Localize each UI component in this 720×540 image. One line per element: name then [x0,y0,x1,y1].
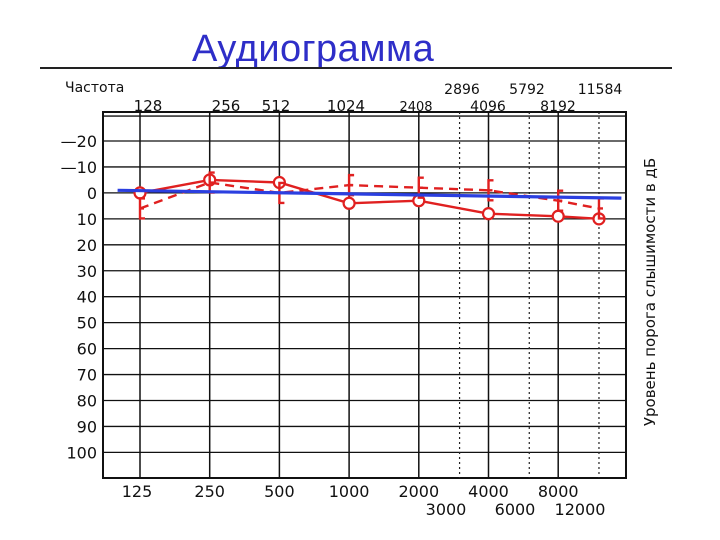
top-frequency-label-lower: 4096 [470,99,506,115]
top-frequency-label-upper: 5792 [509,82,545,98]
bone-conduction-marker [557,189,564,212]
y-tick-label: 100 [66,443,97,462]
bottom-frequency-label-secondary: 12000 [555,500,606,519]
bottom-frequency-label-secondary: 3000 [426,500,467,519]
bottom-frequency-label: 4000 [468,482,509,501]
frequency-label: Частота [65,80,124,96]
y-tick-label: 30 [77,262,97,281]
air-conduction-line [139,178,600,220]
plot-frame [102,111,627,479]
bone-conduction-marker [487,179,494,202]
y-tick-label: —20 [61,132,97,151]
y-tick-label: —10 [61,158,97,177]
reference-line [117,188,622,200]
bottom-frequency-label: 250 [194,482,225,501]
top-frequency-label: 1024 [327,97,365,115]
bone-conduction-marker [138,197,145,220]
y-tick-label: 0 [87,184,97,203]
top-frequency-label: 128 [134,97,163,115]
bottom-frequency-label: 2000 [398,482,439,501]
y-tick-label: 60 [77,340,97,359]
y-tick-label: 80 [77,392,97,411]
bottom-frequency-label: 500 [264,482,295,501]
top-frequency-label-upper: 11584 [578,82,623,98]
top-frequency-label: 512 [262,97,291,115]
top-frequency-label-lower: 8192 [540,99,576,115]
air-conduction-marker [481,207,496,221]
bottom-frequency-label-secondary: 6000 [495,500,536,519]
air-conduction-marker [342,196,356,210]
y-tick-label: 90 [77,417,97,436]
bottom-frequency-label: 1000 [329,482,370,501]
y-tick-label: 70 [77,366,97,385]
y-tick-label: 20 [77,236,97,255]
slide-title: Аудиограмма [192,28,435,70]
bottom-frequency-label: 125 [122,482,153,501]
y-axis-label: Уровень порога слышимости в дБ [641,158,659,426]
air-conduction-marker [551,209,565,223]
top-frequency-label-upper: 2896 [444,82,480,98]
y-tick-label: 10 [77,210,97,229]
top-frequency-label: 2408 [399,100,432,115]
y-tick-label: 40 [77,288,97,307]
top-frequency-label: 256 [212,97,241,115]
bottom-frequency-label: 8000 [538,482,579,501]
bone-conduction-line [139,181,600,210]
y-tick-label: 50 [77,314,97,333]
bone-conduction-marker [347,173,355,197]
bone-conduction-marker [417,176,424,199]
